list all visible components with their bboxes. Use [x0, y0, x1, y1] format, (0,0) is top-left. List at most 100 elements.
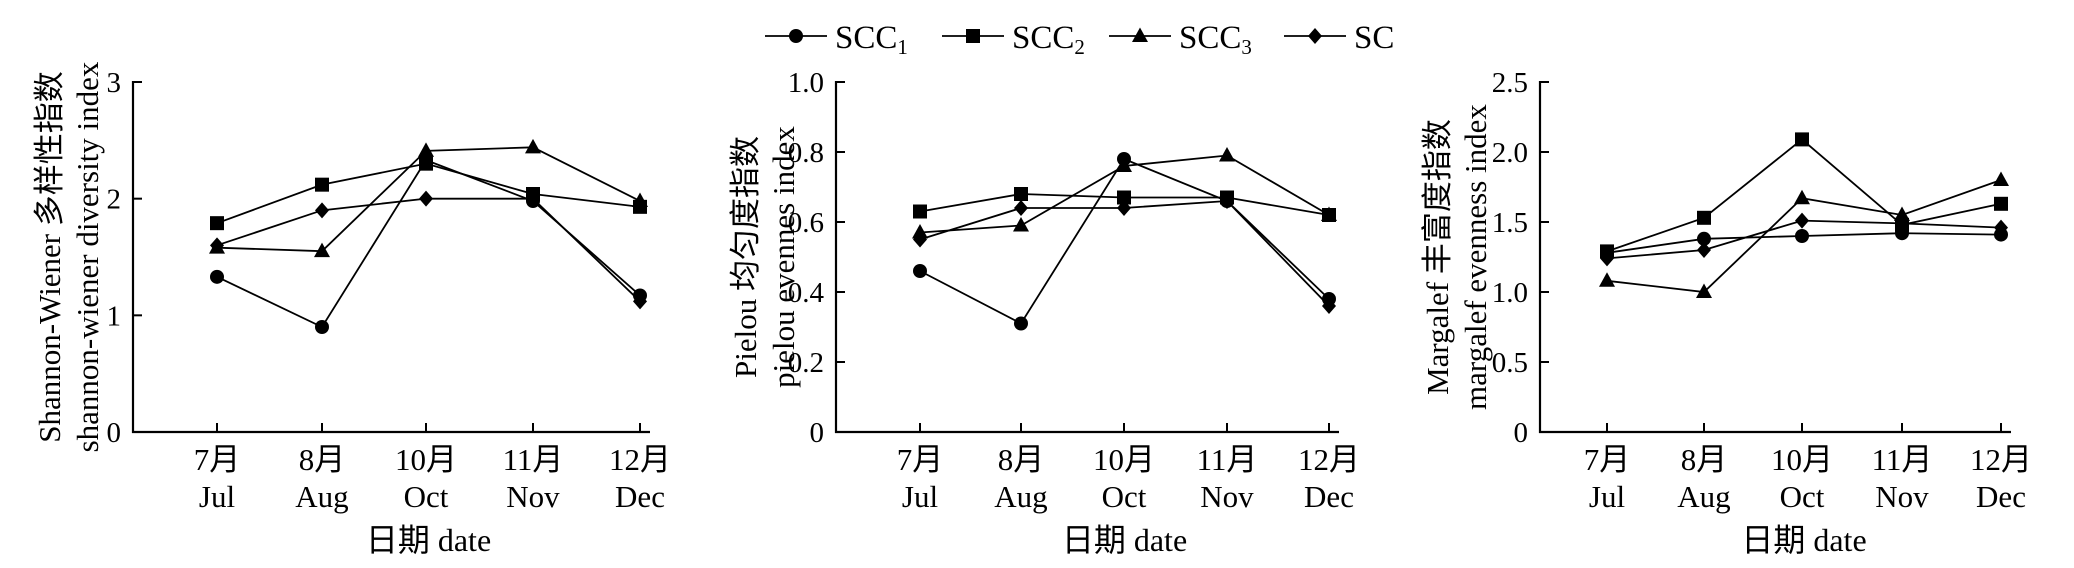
- x-tick-label-en: Aug: [1677, 479, 1730, 514]
- x-tick-label-en: Nov: [1875, 479, 1929, 514]
- data-point: [1895, 215, 1909, 232]
- data-point: [1993, 171, 2009, 186]
- y-axis-title: shannon-wiener diversity index: [70, 61, 105, 452]
- series-SCC1: [913, 152, 1336, 331]
- x-tick-label-en: Dec: [1304, 479, 1354, 514]
- data-point: [1014, 316, 1028, 331]
- y-axis-title: pielou evennes index: [766, 126, 801, 388]
- data-point: [419, 156, 433, 171]
- data-point: [1696, 283, 1712, 298]
- y-tick-label: 2.5: [1492, 67, 1528, 99]
- y-axis-title: Shannon-Wiener 多样性指数: [32, 71, 67, 443]
- data-point: [315, 177, 329, 192]
- legend-label: SCC3: [1179, 20, 1252, 59]
- data-point: [418, 142, 434, 157]
- data-point: [1894, 206, 1910, 221]
- data-point: [913, 264, 927, 278]
- series-SCC3: [912, 147, 1337, 239]
- legend-marker-square: [966, 29, 980, 43]
- data-point: [1994, 219, 2008, 236]
- data-point: [1599, 272, 1615, 287]
- x-tick-label-cn: 12月: [1298, 442, 1360, 477]
- x-tick-label-en: Aug: [295, 479, 348, 514]
- data-point: [1014, 200, 1028, 216]
- series-SC: [913, 193, 1336, 314]
- legend: SCC1 SCC2 SCC3 SC: [765, 20, 1394, 59]
- series-SCC2: [210, 156, 647, 231]
- x-tick-label-en: Dec: [615, 479, 665, 514]
- data-point: [1994, 196, 2008, 211]
- data-point: [633, 293, 647, 310]
- data-point: [419, 190, 433, 207]
- y-tick-label: 1.5: [1492, 207, 1528, 239]
- x-tick-label-en: Nov: [1200, 479, 1254, 514]
- y-tick-label: 0.4: [788, 277, 825, 309]
- data-point: [1117, 190, 1131, 205]
- y-tick-label: 1.0: [1492, 277, 1528, 309]
- series-SC: [210, 190, 647, 310]
- legend-marker-diamond: [1308, 28, 1322, 44]
- x-tick-label-en: Dec: [1976, 479, 2026, 514]
- data-point: [1219, 147, 1235, 162]
- series-SCC1: [1600, 226, 2008, 260]
- series-SC: [1600, 212, 2008, 267]
- data-point: [1321, 206, 1337, 221]
- legend-item: SCC1: [765, 20, 908, 59]
- legend-item: SCC3: [1109, 20, 1252, 59]
- y-tick-label: 1.0: [788, 67, 824, 99]
- x-tick-label-cn: 12月: [609, 442, 671, 477]
- y-axis-title: Margalef 丰富度指数: [1420, 119, 1455, 395]
- x-tick-label-en: Aug: [994, 479, 1047, 514]
- y-tick-label: 0: [810, 417, 825, 449]
- data-point: [1697, 231, 1711, 246]
- series-SCC3: [1599, 171, 2009, 298]
- x-tick-label-en: Jul: [199, 479, 235, 514]
- data-point: [315, 202, 329, 219]
- data-point: [1795, 212, 1809, 229]
- data-point: [632, 192, 648, 207]
- x-tick-label-cn: 11月: [1197, 442, 1258, 477]
- x-tick-label-cn: 11月: [503, 442, 564, 477]
- x-axis-title: 日期 date: [1062, 522, 1187, 558]
- series-SCC1: [210, 153, 647, 334]
- x-tick-label-en: Oct: [1780, 479, 1825, 514]
- data-point: [1014, 187, 1028, 201]
- legend-label: SC: [1354, 20, 1394, 56]
- y-tick-label: 3: [107, 67, 122, 99]
- y-tick-label: 2.0: [1492, 137, 1528, 169]
- data-point: [1697, 242, 1711, 258]
- data-point: [525, 138, 541, 154]
- y-tick-label: 0.2: [788, 347, 824, 379]
- data-point: [1795, 229, 1809, 243]
- x-tick-label-cn: 12月: [1970, 442, 2032, 477]
- legend-marker-triangle: [1132, 27, 1148, 42]
- data-point: [210, 269, 224, 284]
- data-point: [1116, 157, 1132, 172]
- y-tick-label: 0.8: [788, 137, 824, 169]
- x-tick-label-cn: 8月: [1681, 442, 1728, 477]
- data-point: [1220, 193, 1234, 209]
- x-tick-label-cn: 7月: [1584, 442, 1631, 477]
- legend-item: SCC2: [942, 20, 1085, 59]
- series-line: [216, 162, 641, 225]
- data-point: [1600, 250, 1614, 267]
- x-tick-label-cn: 8月: [998, 442, 1045, 477]
- data-point: [1794, 189, 1810, 205]
- data-point: [210, 237, 224, 254]
- y-axis-title: margalef evenness index: [1458, 104, 1493, 410]
- data-point: [526, 190, 540, 207]
- x-tick-label-en: Jul: [902, 479, 938, 514]
- x-tick-label-en: Jul: [1589, 479, 1625, 514]
- x-tick-label-en: Oct: [1102, 479, 1147, 514]
- y-tick-label: 2: [107, 184, 122, 216]
- y-tick-label: 0.5: [1492, 347, 1528, 379]
- data-point: [912, 224, 928, 239]
- x-tick-label-cn: 10月: [395, 442, 457, 477]
- y-tick-label: 0.6: [788, 207, 824, 239]
- data-point: [1795, 132, 1809, 147]
- data-point: [1697, 210, 1711, 225]
- x-tick-label-en: Oct: [404, 479, 449, 514]
